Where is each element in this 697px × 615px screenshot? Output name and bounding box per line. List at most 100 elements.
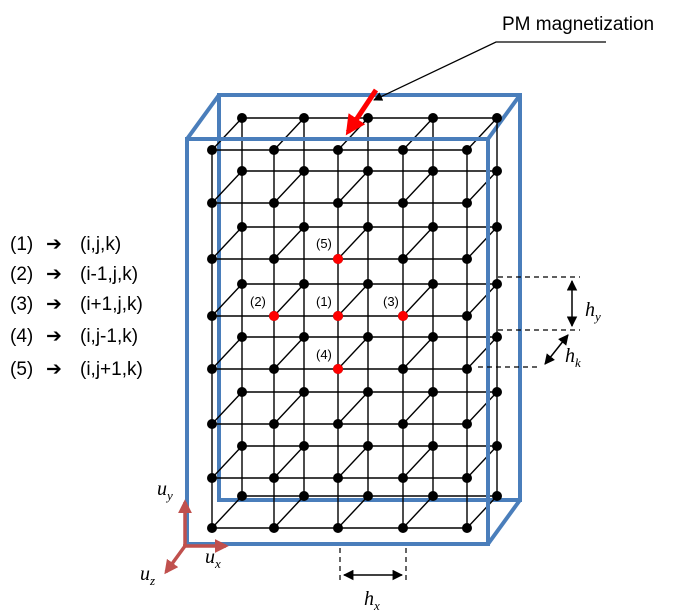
- legend: (1) ➔ (i,j,k) (2) ➔ (i-1,j,k) (3) ➔ (i+1…: [10, 234, 143, 380]
- grid-depth-line: [337, 336, 369, 370]
- grid-front-node: [207, 364, 217, 374]
- highlighted-nodes: [269, 254, 408, 374]
- highlight-node-1: [333, 311, 343, 321]
- grid-back-node: [492, 387, 502, 397]
- hk-dimension: hk: [478, 334, 581, 370]
- grid-front-node: [462, 473, 472, 483]
- legend-index-1: (1): [10, 234, 33, 255]
- grid-front-node: [269, 145, 279, 155]
- legend-coord-3: (i+1,j,k): [80, 294, 143, 315]
- grid-front-node: [207, 254, 217, 264]
- grid-back-node: [299, 332, 309, 342]
- box-depth-edge: [486, 498, 522, 546]
- uz-label: uz: [140, 563, 155, 588]
- node-label-1: (1): [316, 294, 332, 309]
- grid-depth-line: [466, 226, 498, 260]
- box-front-face: [185, 137, 490, 546]
- grid-depth-line: [273, 226, 305, 260]
- grid-back-node: [492, 332, 502, 342]
- grid-depth-line: [466, 336, 498, 370]
- legend-index-5: (5): [10, 359, 33, 380]
- grid-back-node: [237, 387, 247, 397]
- arrow-icon: ➔: [46, 264, 62, 285]
- grid-front-node: [398, 364, 408, 374]
- magnetization-arrow: [345, 88, 379, 136]
- legend-coord-1: (i,j,k): [80, 234, 121, 255]
- legend-index-2: (2): [10, 264, 33, 285]
- grid-depth-line: [466, 117, 498, 151]
- grid-back-node: [363, 491, 373, 501]
- grid-depth-line: [466, 445, 498, 479]
- grid-back-node: [299, 166, 309, 176]
- grid-depth-line: [402, 495, 434, 529]
- grid-front-node: [333, 473, 343, 483]
- grid-front-node: [207, 198, 217, 208]
- grid-front-node: [269, 419, 279, 429]
- grid-back-node: [492, 491, 502, 501]
- grid-back-node: [428, 387, 438, 397]
- grid-back-node: [428, 441, 438, 451]
- grid-depth-line: [273, 495, 305, 529]
- grid-back-node: [237, 441, 247, 451]
- grid-back-node: [237, 491, 247, 501]
- grid-depth-line: [273, 283, 305, 317]
- arrow-icon: ➔: [46, 359, 62, 380]
- grid-back-node: [363, 441, 373, 451]
- grid-back-node: [237, 222, 247, 232]
- grid-depth-line: [337, 170, 369, 204]
- grid-depth-line: [337, 391, 369, 425]
- legend-entry-1: (1) ➔ (i,j,k): [10, 234, 121, 255]
- grid-front-node: [269, 523, 279, 533]
- node-label-3: (3): [383, 294, 399, 309]
- grid-depth-line: [337, 283, 369, 317]
- grid-front-node: [333, 419, 343, 429]
- grid-depth-line: [466, 283, 498, 317]
- grid-back-node: [299, 222, 309, 232]
- grid-back-node: [492, 166, 502, 176]
- grid-back-node: [492, 113, 502, 123]
- axes-triad: uy ux uz: [140, 478, 229, 588]
- highlight-node-3: [398, 311, 408, 321]
- node-label-4: (4): [316, 347, 332, 362]
- hk-arrow: [544, 334, 569, 365]
- grid-depth-line: [337, 226, 369, 260]
- grid-nodes: [207, 113, 502, 533]
- box-depth-edge: [185, 93, 221, 141]
- grid-depth-line: [211, 170, 243, 204]
- grid-depth-line: [273, 170, 305, 204]
- grid-front-node: [462, 364, 472, 374]
- grid-depth-line: [402, 391, 434, 425]
- node-label-2: (2): [250, 294, 266, 309]
- grid-depth-line: [273, 445, 305, 479]
- grid-front-node: [269, 473, 279, 483]
- legend-entry-2: (2) ➔ (i-1,j,k): [10, 264, 138, 285]
- grid-front-node: [333, 145, 343, 155]
- grid-front-node: [333, 198, 343, 208]
- grid-front-node: [398, 198, 408, 208]
- hy-label: hy: [585, 299, 601, 324]
- hy-dimension: hy: [498, 276, 601, 331]
- grid-front-node: [207, 311, 217, 321]
- grid-front-node: [462, 254, 472, 264]
- grid-back-node: [363, 332, 373, 342]
- grid-back-node: [363, 387, 373, 397]
- grid-front-node: [207, 419, 217, 429]
- grid-back-node: [492, 441, 502, 451]
- uz-axis-arrow: [164, 544, 187, 575]
- legend-coord-4: (i,j-1,k): [80, 326, 138, 347]
- grid-front-node: [207, 145, 217, 155]
- legend-coord-5: (i,j+1,k): [80, 359, 143, 380]
- grid-lines: [211, 117, 498, 529]
- grid-front-node: [398, 145, 408, 155]
- grid-front-node: [462, 419, 472, 429]
- grid-front-node: [269, 364, 279, 374]
- grid-front-node: [207, 523, 217, 533]
- grid-front-node: [333, 523, 343, 533]
- grid-front-node: [462, 198, 472, 208]
- grid-depth-line: [211, 283, 243, 317]
- legend-entry-5: (5) ➔ (i,j+1,k): [10, 359, 143, 380]
- grid-depth-line: [402, 117, 434, 151]
- grid-depth-line: [402, 226, 434, 260]
- grid-back-node: [428, 222, 438, 232]
- grid-depth-line: [402, 170, 434, 204]
